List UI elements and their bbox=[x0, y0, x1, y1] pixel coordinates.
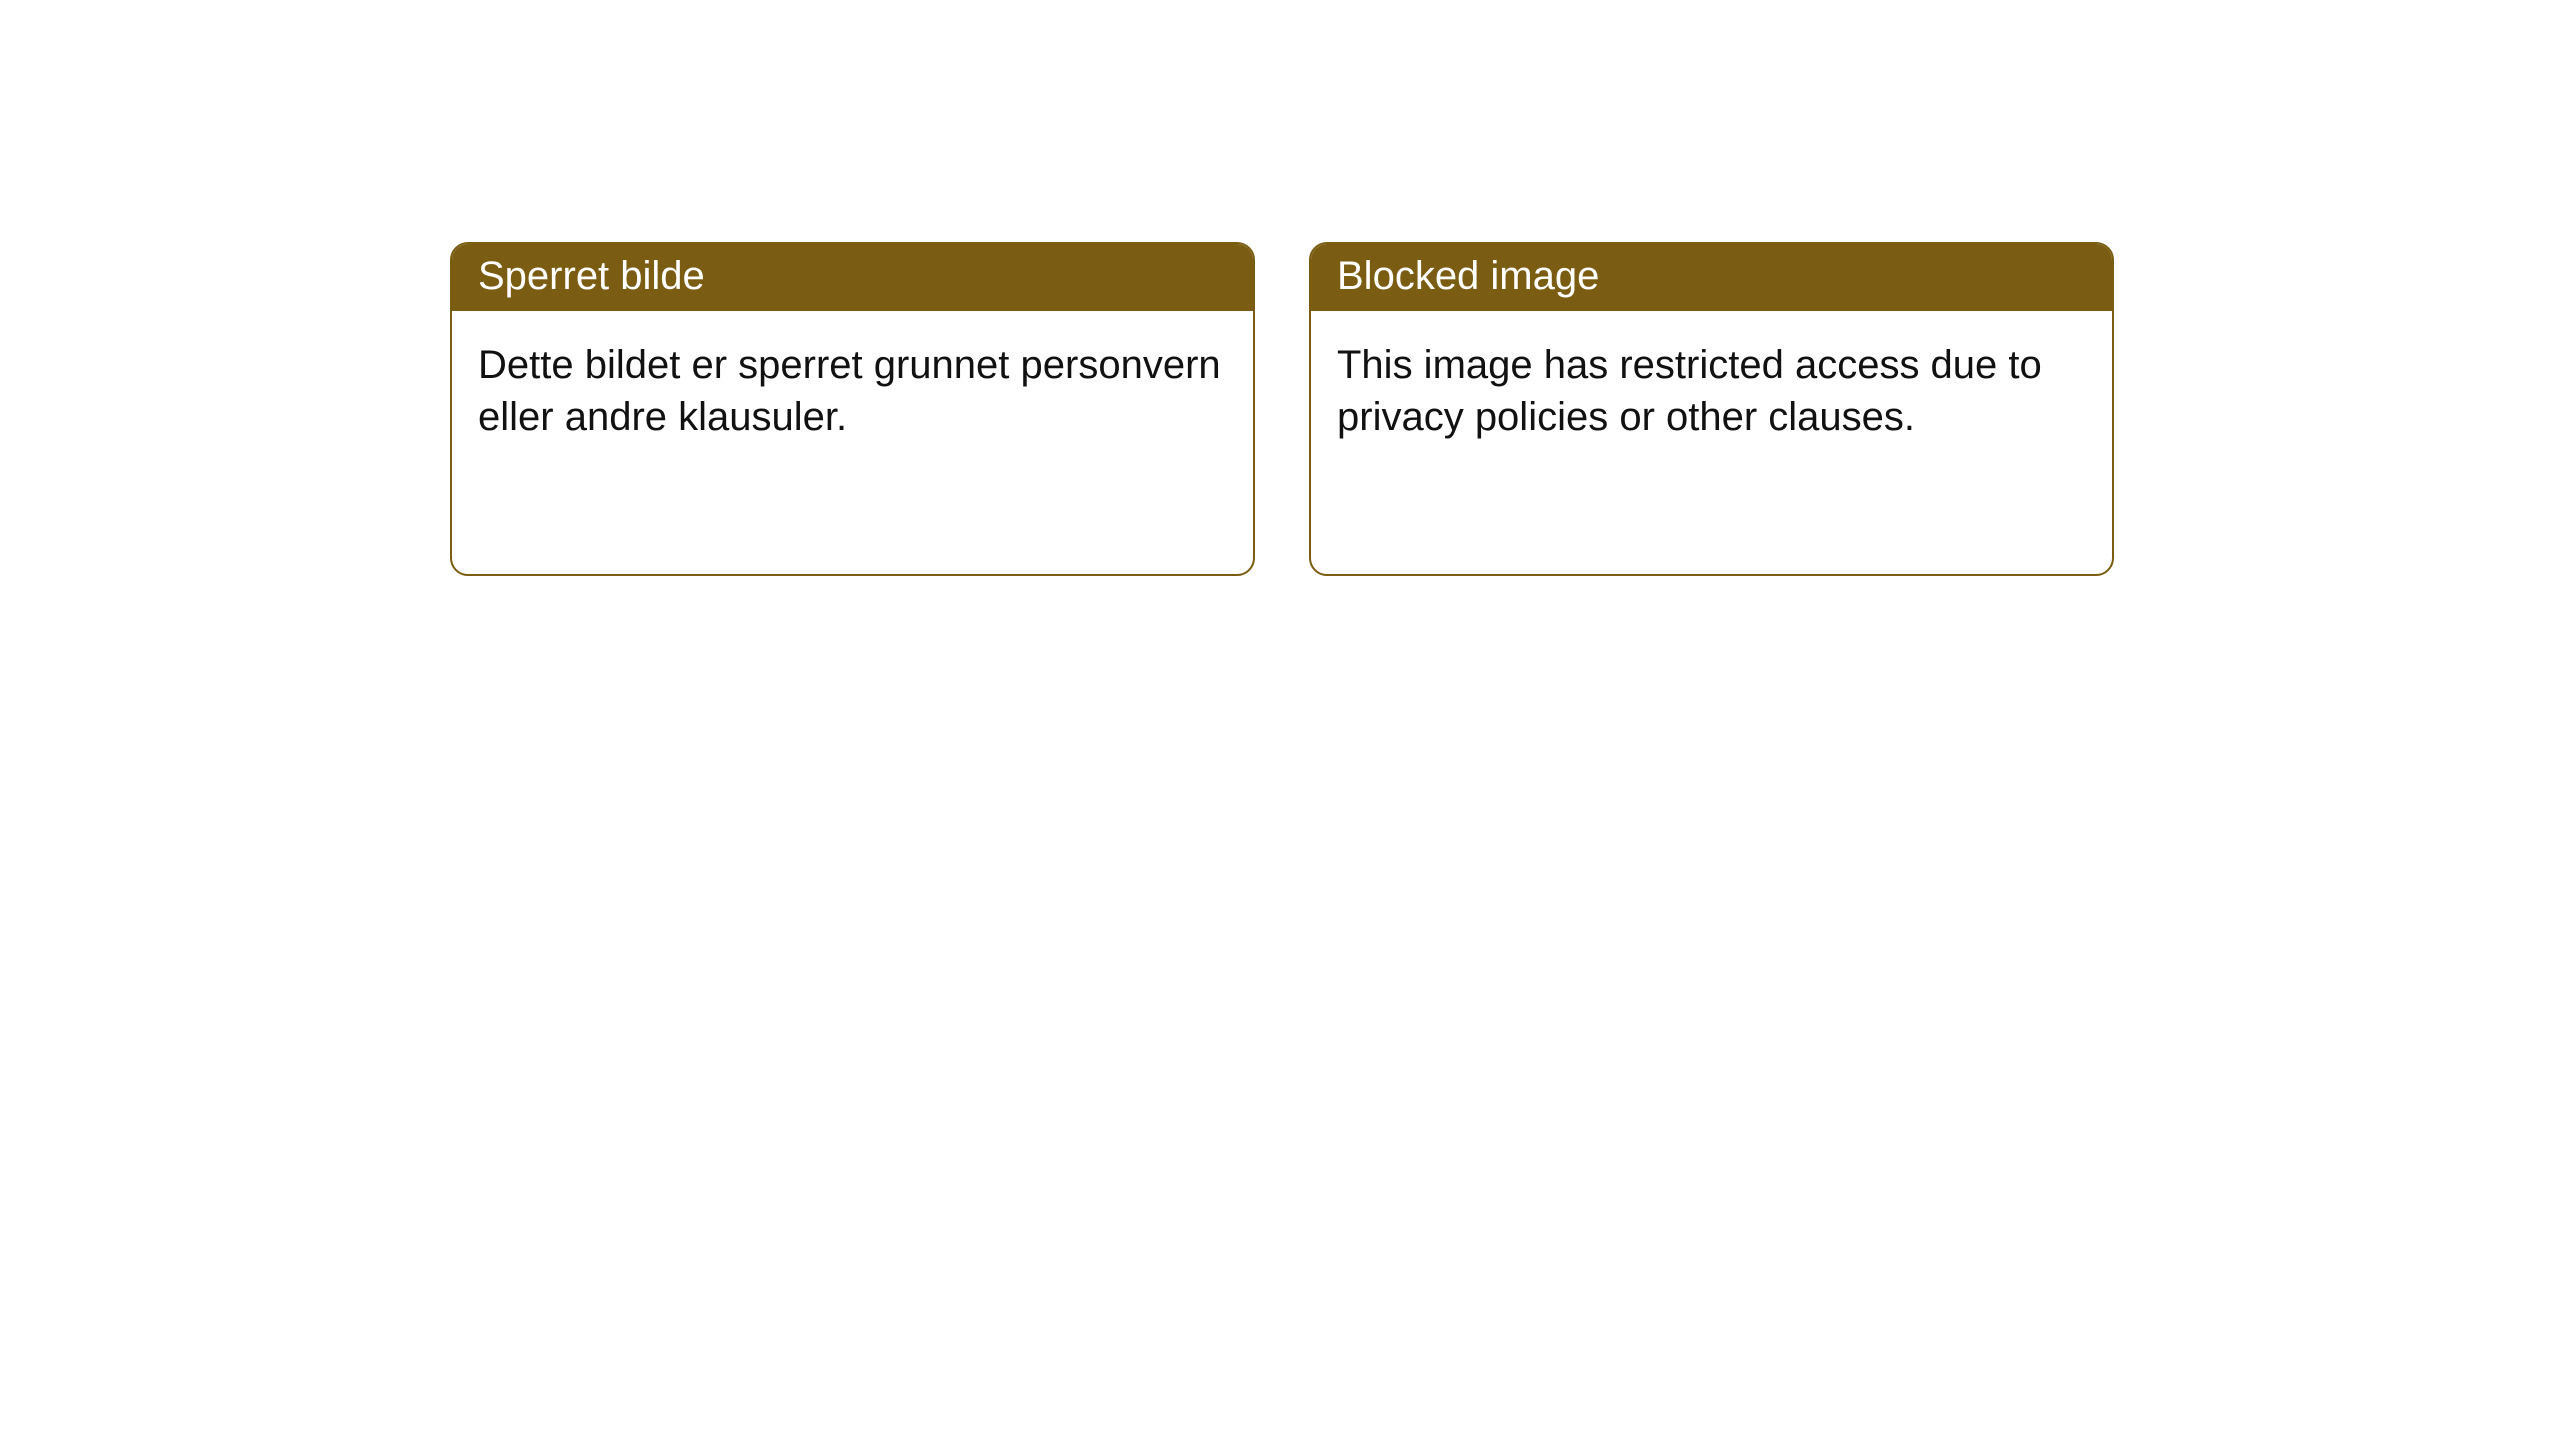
notice-container: Sperret bilde Dette bildet er sperret gr… bbox=[0, 0, 2560, 576]
notice-title-norwegian: Sperret bilde bbox=[452, 244, 1253, 311]
notice-card-english: Blocked image This image has restricted … bbox=[1309, 242, 2114, 576]
notice-title-english: Blocked image bbox=[1311, 244, 2112, 311]
notice-card-norwegian: Sperret bilde Dette bildet er sperret gr… bbox=[450, 242, 1255, 576]
notice-body-norwegian: Dette bildet er sperret grunnet personve… bbox=[452, 311, 1253, 471]
notice-body-english: This image has restricted access due to … bbox=[1311, 311, 2112, 471]
